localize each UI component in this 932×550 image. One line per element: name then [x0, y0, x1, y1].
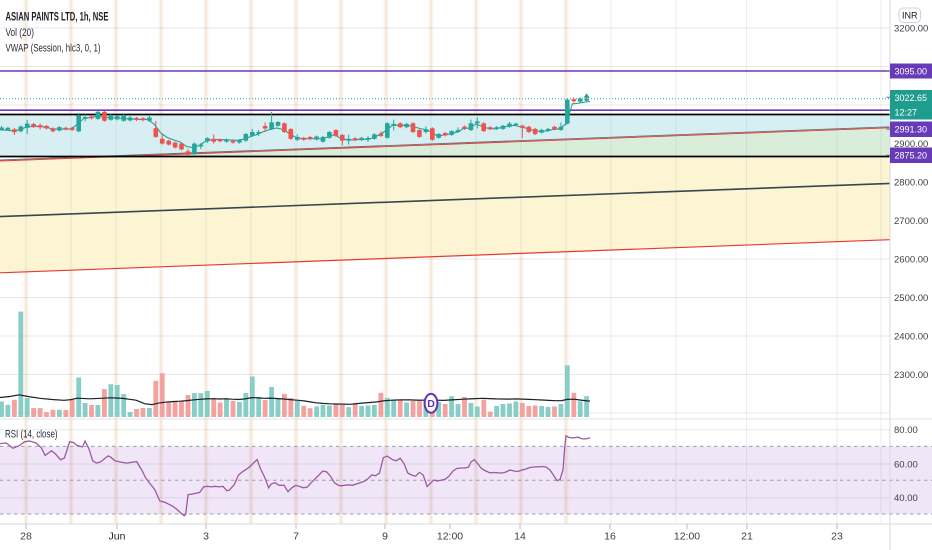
svg-text:2875.20: 2875.20 [895, 151, 928, 161]
svg-text:60.00: 60.00 [894, 459, 918, 470]
svg-text:2500.00: 2500.00 [894, 293, 928, 304]
svg-text:D: D [427, 398, 435, 410]
svg-text:2700.00: 2700.00 [894, 216, 928, 227]
svg-text:3022.65: 3022.65 [895, 93, 928, 103]
svg-text:2900.00: 2900.00 [894, 139, 928, 150]
svg-text:12:27: 12:27 [895, 108, 918, 118]
svg-text:16: 16 [604, 531, 616, 543]
svg-text:40.00: 40.00 [894, 493, 918, 504]
svg-text:9: 9 [382, 531, 388, 543]
svg-text:2600.00: 2600.00 [894, 254, 928, 265]
svg-text:2300.00: 2300.00 [894, 370, 928, 381]
svg-text:3095.00: 3095.00 [895, 66, 928, 76]
svg-text:7: 7 [293, 531, 299, 543]
svg-text:Vol (20): Vol (20) [6, 27, 35, 39]
svg-text:Jun: Jun [109, 531, 126, 543]
svg-text:2800.00: 2800.00 [894, 177, 928, 188]
svg-text:28: 28 [20, 531, 32, 543]
svg-text:21: 21 [741, 531, 753, 543]
svg-text:2400.00: 2400.00 [894, 331, 928, 342]
svg-text:ASIAN PAINTS LTD, 1h, NSE: ASIAN PAINTS LTD, 1h, NSE [6, 10, 109, 24]
svg-text:80.00: 80.00 [894, 425, 918, 436]
svg-text:14: 14 [514, 531, 526, 543]
svg-text:3: 3 [203, 531, 209, 543]
svg-text:INR: INR [902, 11, 918, 21]
svg-text:RSI (14, close): RSI (14, close) [5, 429, 58, 441]
svg-text:12:00: 12:00 [674, 531, 700, 543]
svg-text:VWAP (Session, hlc3, 0, 1): VWAP (Session, hlc3, 0, 1) [6, 43, 101, 55]
svg-text:3200.00: 3200.00 [894, 23, 928, 34]
svg-text:2991.30: 2991.30 [895, 125, 928, 135]
svg-text:12:00: 12:00 [437, 531, 463, 543]
svg-text:23: 23 [831, 531, 843, 543]
